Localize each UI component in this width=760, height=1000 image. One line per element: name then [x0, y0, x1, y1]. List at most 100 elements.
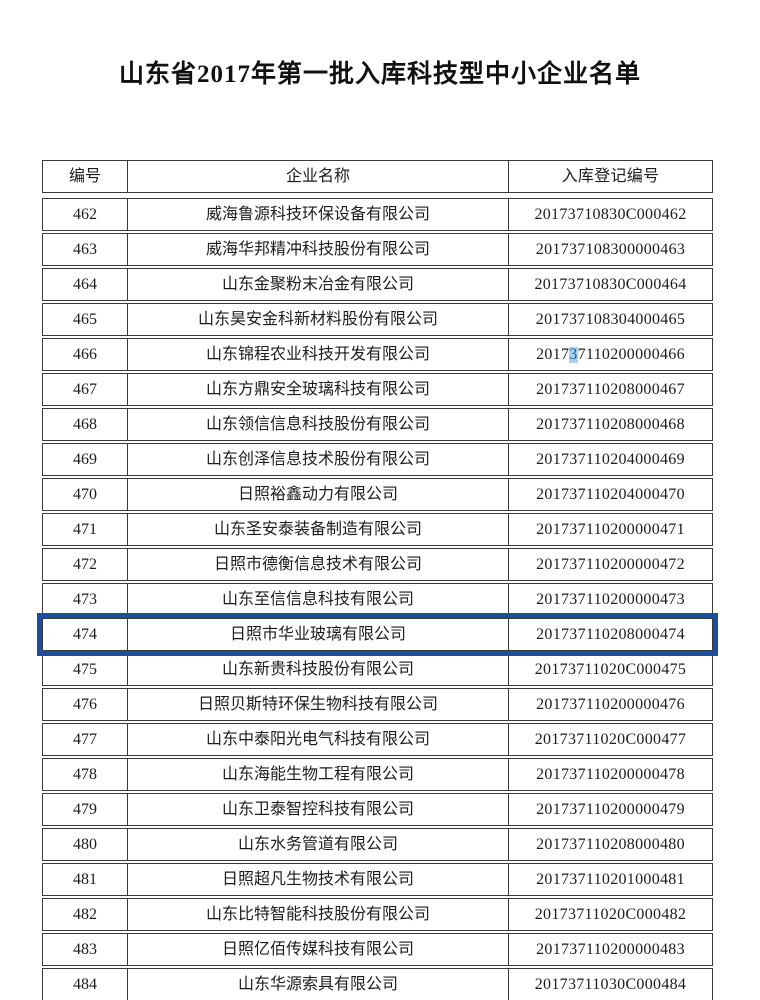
cell-number: 478 [43, 759, 128, 790]
cell-registration-number: 20173711020C000477 [534, 730, 687, 748]
enterprise-table: 编号 企业名称 入库登记编号 462 威海鲁源科技环保设备有限公司 201737… [42, 160, 713, 1000]
cell-enterprise-name: 日照市华业玻璃有限公司 [128, 619, 509, 650]
cell-number: 469 [43, 444, 128, 475]
cell-enterprise-name: 日照贝斯特环保生物科技有限公司 [128, 689, 509, 720]
table-row: 483 日照亿佰传媒科技有限公司 201737110200000483 [42, 933, 713, 966]
cell-number: 463 [43, 234, 128, 265]
cell-registration-number: 201737110200000476 [536, 695, 685, 713]
cell-number: 465 [43, 304, 128, 335]
cell-enterprise-name: 山东创泽信息技术股份有限公司 [128, 444, 509, 475]
cell-registration-number: 20173711020C000482 [534, 905, 687, 923]
cell-number: 482 [43, 899, 128, 930]
cell-registration-number: 201737108300000463 [535, 240, 686, 258]
table-row: 472 日照市德衡信息技术有限公司 201737110200000472 [42, 548, 713, 581]
cell-registration-number: 201737110201000481 [536, 870, 685, 888]
cell-enterprise-name: 山东领信信息科技股份有限公司 [128, 409, 509, 440]
cell-registration-number: 201737110200000478 [536, 765, 685, 783]
cell-registration-number: 201737110204000470 [536, 485, 685, 503]
table-row: 476 日照贝斯特环保生物科技有限公司 201737110200000476 [42, 688, 713, 721]
cell-number: 481 [43, 864, 128, 895]
cell-number: 464 [43, 269, 128, 300]
table-row: 467 山东方鼎安全玻璃科技有限公司 201737110208000467 [42, 373, 713, 406]
cell-registration-number: 20173711020C000475 [534, 660, 687, 678]
cell-number: 479 [43, 794, 128, 825]
table-row: 480 山东水务管道有限公司 201737110208000480 [42, 828, 713, 861]
table-body: 462 威海鲁源科技环保设备有限公司 20173710830C000462 46… [42, 198, 713, 1000]
cell-registration-number: 20173710830C000464 [534, 275, 687, 293]
table-row: 463 威海华邦精冲科技股份有限公司 201737108300000463 [42, 233, 713, 266]
cell-enterprise-name: 山东卫泰智控科技有限公司 [128, 794, 509, 825]
cell-registration-number: 201737108304000465 [535, 310, 686, 328]
header-cell-number: 编号 [43, 161, 128, 192]
cell-enterprise-name: 山东方鼎安全玻璃科技有限公司 [128, 374, 509, 405]
table-header-row: 编号 企业名称 入库登记编号 [42, 160, 713, 193]
cell-number: 484 [43, 969, 128, 1000]
table-row: 470 日照裕鑫动力有限公司 201737110204000470 [42, 478, 713, 511]
table-row: 484 山东华源索具有限公司 20173711030C000484 [42, 968, 713, 1000]
cell-enterprise-name: 山东新贵科技股份有限公司 [128, 654, 509, 685]
table-row: 465 山东昊安金科新材料股份有限公司 201737108304000465 [42, 303, 713, 336]
cell-registration-number: 201737110208000480 [536, 835, 685, 853]
cell-enterprise-name: 山东海能生物工程有限公司 [128, 759, 509, 790]
table-row: 478 山东海能生物工程有限公司 201737110200000478 [42, 758, 713, 791]
table-row: 481 日照超凡生物技术有限公司 201737110201000481 [42, 863, 713, 896]
cell-number: 475 [43, 654, 128, 685]
header-cell-registration-number: 入库登记编号 [561, 167, 660, 185]
cell-registration-number: 201737110200000483 [536, 940, 685, 958]
table-row: 482 山东比特智能科技股份有限公司 20173711020C000482 [42, 898, 713, 931]
cell-registration-number: 20173710830C000462 [534, 205, 687, 223]
table-row: 471 山东圣安泰装备制造有限公司 201737110200000471 [42, 513, 713, 546]
cell-number: 480 [43, 829, 128, 860]
cell-number: 472 [43, 549, 128, 580]
cell-enterprise-name: 日照超凡生物技术有限公司 [128, 864, 509, 895]
cell-enterprise-name: 山东至信信息科技有限公司 [128, 584, 509, 615]
cell-registration-number: 201737110200000471 [536, 520, 685, 538]
cell-enterprise-name: 山东中泰阳光电气科技有限公司 [128, 724, 509, 755]
table-row: 462 威海鲁源科技环保设备有限公司 20173710830C000462 [42, 198, 713, 231]
page-title: 山东省2017年第一批入库科技型中小企业名单 [118, 61, 641, 88]
document-page: 山东省2017年第一批入库科技型中小企业名单 编号 企业名称 入库登记编号 46… [0, 54, 760, 1000]
cell-number: 474 [43, 619, 128, 650]
cell-enterprise-name: 山东圣安泰装备制造有限公司 [128, 514, 509, 545]
table-row: 474 日照市华业玻璃有限公司 201737110208000474 [42, 618, 713, 651]
table-row: 477 山东中泰阳光电气科技有限公司 20173711020C000477 [42, 723, 713, 756]
table-row: 464 山东金聚粉末冶金有限公司 20173710830C000464 [42, 268, 713, 301]
cell-number: 470 [43, 479, 128, 510]
table-row: 469 山东创泽信息技术股份有限公司 201737110204000469 [42, 443, 713, 476]
cell-enterprise-name: 山东昊安金科新材料股份有限公司 [128, 304, 509, 335]
table-row: 479 山东卫泰智控科技有限公司 201737110200000479 [42, 793, 713, 826]
cell-registration-number: 201737110208000474 [536, 625, 685, 643]
header-cell-enterprise-name: 企业名称 [128, 161, 509, 192]
table-row: 466 山东锦程农业科技开发有限公司 2017 3 7110200000466 [42, 338, 713, 371]
selected-character: 3 [569, 345, 578, 363]
cell-enterprise-name: 山东比特智能科技股份有限公司 [128, 899, 509, 930]
cell-number: 483 [43, 934, 128, 965]
cell-enterprise-name: 山东锦程农业科技开发有限公司 [128, 339, 509, 370]
cell-registration-number: 201737110208000468 [536, 415, 685, 433]
cell-number: 477 [43, 724, 128, 755]
cell-registration-number: 201737110200000472 [536, 555, 685, 573]
cell-enterprise-name: 日照亿佰传媒科技有限公司 [128, 934, 509, 965]
cell-enterprise-name: 日照裕鑫动力有限公司 [128, 479, 509, 510]
cell-registration-number: 20173711030C000484 [534, 975, 687, 993]
cell-enterprise-name: 日照市德衡信息技术有限公司 [128, 549, 509, 580]
cell-enterprise-name: 山东华源索具有限公司 [128, 969, 509, 1000]
cell-registration-number: 2017 3 7110200000466 [536, 345, 685, 363]
cell-number: 473 [43, 584, 128, 615]
table-row: 468 山东领信信息科技股份有限公司 201737110208000468 [42, 408, 713, 441]
cell-number: 476 [43, 689, 128, 720]
cell-enterprise-name: 威海鲁源科技环保设备有限公司 [128, 199, 509, 230]
cell-registration-number: 201737110204000469 [536, 450, 685, 468]
cell-number: 467 [43, 374, 128, 405]
cell-registration-number: 201737110200000473 [536, 590, 685, 608]
cell-enterprise-name: 威海华邦精冲科技股份有限公司 [128, 234, 509, 265]
cell-number: 471 [43, 514, 128, 545]
cell-number: 462 [43, 199, 128, 230]
cell-number: 468 [43, 409, 128, 440]
cell-registration-number: 201737110200000479 [536, 800, 685, 818]
table-row: 475 山东新贵科技股份有限公司 20173711020C000475 [42, 653, 713, 686]
table-row: 473 山东至信信息科技有限公司 201737110200000473 [42, 583, 713, 616]
cell-number: 466 [43, 339, 128, 370]
cell-registration-number: 201737110208000467 [536, 380, 685, 398]
cell-enterprise-name: 山东水务管道有限公司 [128, 829, 509, 860]
